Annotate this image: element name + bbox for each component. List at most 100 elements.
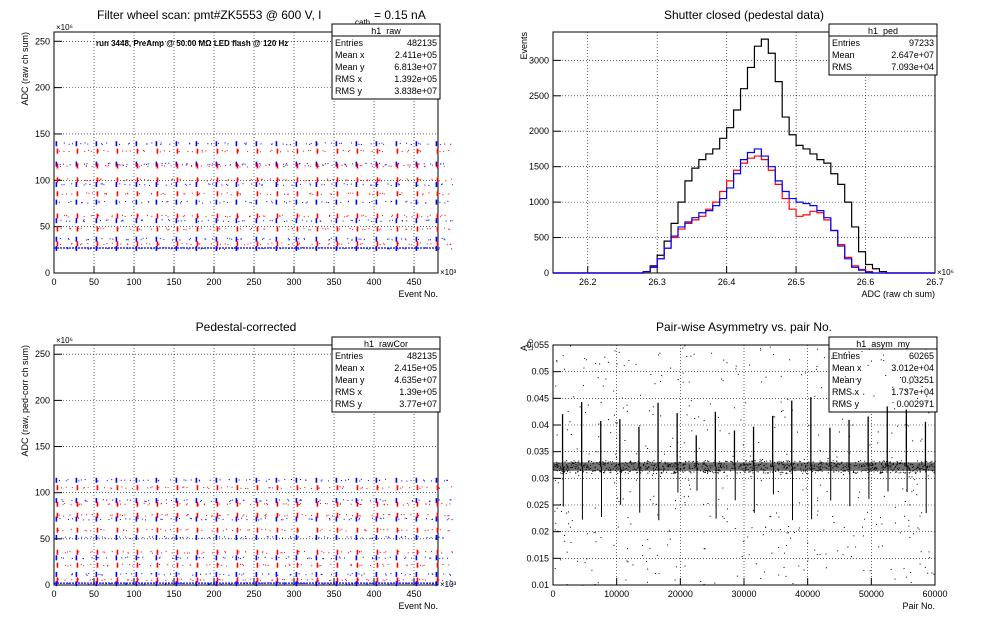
data-point bbox=[359, 243, 361, 245]
data-point bbox=[264, 517, 266, 519]
data-point bbox=[383, 529, 385, 531]
data-point bbox=[95, 218, 98, 224]
data-point bbox=[636, 472, 638, 474]
data-point bbox=[71, 487, 73, 489]
data-point bbox=[238, 479, 240, 481]
data-point bbox=[821, 461, 823, 463]
data-point bbox=[904, 500, 906, 502]
data-point bbox=[402, 579, 404, 581]
data-point bbox=[226, 237, 228, 239]
data-point bbox=[151, 552, 153, 554]
data-point bbox=[320, 565, 322, 567]
data-point bbox=[756, 504, 758, 506]
data-point bbox=[303, 238, 305, 240]
data-point bbox=[327, 537, 329, 539]
data-point bbox=[921, 385, 923, 387]
data-point bbox=[289, 537, 291, 539]
data-point bbox=[69, 164, 71, 166]
y-tick-label: 2500 bbox=[529, 91, 549, 101]
data-point bbox=[231, 179, 233, 181]
data-point bbox=[401, 529, 403, 531]
data-point bbox=[379, 244, 381, 246]
data-point bbox=[236, 501, 239, 507]
data-point bbox=[908, 476, 910, 478]
data-point bbox=[310, 193, 312, 195]
data-point bbox=[308, 557, 310, 559]
data-point bbox=[97, 557, 99, 559]
data-point bbox=[673, 472, 675, 474]
data-point bbox=[201, 537, 203, 539]
data-point bbox=[306, 162, 308, 164]
data-point bbox=[310, 514, 312, 516]
data-point bbox=[649, 499, 651, 501]
data-point bbox=[690, 355, 692, 357]
data-point bbox=[180, 202, 182, 204]
data-point bbox=[143, 163, 145, 165]
data-point bbox=[439, 144, 441, 146]
data-point bbox=[111, 215, 113, 217]
data-point bbox=[320, 573, 322, 575]
data-point bbox=[439, 558, 441, 560]
data-point bbox=[259, 583, 261, 585]
data-point bbox=[276, 485, 279, 491]
data-point bbox=[567, 411, 569, 413]
data-point bbox=[169, 573, 171, 575]
data-point bbox=[219, 579, 221, 581]
data-point bbox=[86, 530, 88, 532]
data-point bbox=[375, 218, 378, 224]
data-point bbox=[264, 557, 266, 559]
data-point bbox=[160, 143, 162, 145]
data-point bbox=[207, 164, 209, 166]
data-point bbox=[235, 218, 238, 224]
data-point bbox=[137, 529, 139, 531]
data-point bbox=[650, 374, 652, 376]
data-point bbox=[780, 375, 782, 377]
data-point bbox=[363, 150, 365, 152]
data-point bbox=[310, 487, 312, 489]
data-point bbox=[347, 200, 349, 202]
data-point bbox=[98, 557, 100, 559]
data-point bbox=[396, 148, 399, 154]
stats-box-name: h1_raw bbox=[371, 26, 401, 36]
stats-row-label: Mean y bbox=[832, 375, 862, 385]
data-point bbox=[86, 514, 88, 516]
data-point bbox=[322, 558, 324, 560]
data-point bbox=[260, 178, 262, 180]
data-point bbox=[347, 192, 349, 194]
data-point bbox=[307, 558, 309, 560]
data-point bbox=[87, 248, 89, 250]
data-point bbox=[436, 512, 439, 518]
data-point bbox=[626, 404, 628, 406]
data-point bbox=[146, 214, 148, 216]
data-point bbox=[111, 242, 113, 244]
data-point bbox=[554, 510, 556, 512]
data-point bbox=[862, 535, 864, 537]
data-point bbox=[223, 248, 225, 250]
data-point bbox=[190, 518, 192, 520]
data-point bbox=[356, 485, 359, 491]
data-point bbox=[98, 180, 100, 182]
data-point bbox=[329, 215, 331, 217]
data-point bbox=[264, 503, 266, 505]
data-point bbox=[319, 499, 321, 501]
data-point bbox=[156, 226, 159, 232]
data-point bbox=[118, 164, 120, 166]
data-point bbox=[790, 470, 792, 472]
data-point bbox=[799, 461, 801, 463]
data-point bbox=[624, 440, 626, 442]
data-point bbox=[192, 580, 194, 582]
data-point bbox=[147, 163, 149, 165]
data-point bbox=[219, 228, 221, 230]
data-point bbox=[649, 547, 651, 549]
data-point bbox=[231, 519, 233, 521]
data-point bbox=[448, 150, 450, 152]
data-point bbox=[175, 516, 178, 522]
data-point bbox=[425, 219, 427, 221]
data-point bbox=[256, 512, 259, 518]
data-point bbox=[71, 193, 73, 195]
data-point bbox=[155, 236, 158, 242]
data-point bbox=[100, 220, 102, 222]
data-point bbox=[196, 562, 199, 568]
data-point bbox=[375, 498, 378, 504]
